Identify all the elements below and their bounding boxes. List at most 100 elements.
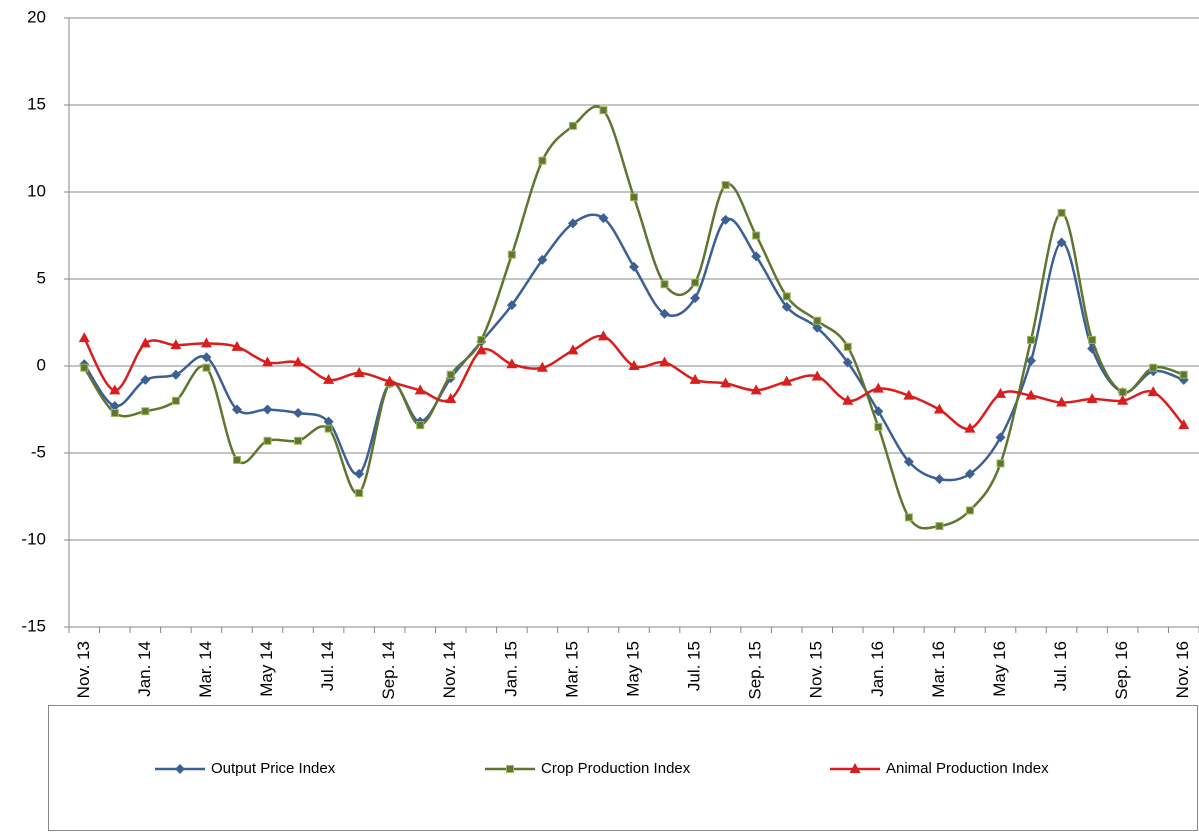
data-point <box>935 522 944 531</box>
data-point <box>995 432 1006 443</box>
legend-label: Animal Production Index <box>886 760 1049 777</box>
data-point <box>477 335 486 344</box>
data-point <box>109 384 121 395</box>
data-point <box>507 250 516 259</box>
data-point <box>567 218 578 229</box>
data-point <box>1056 396 1068 407</box>
data-point <box>843 342 852 351</box>
series-line <box>83 213 1185 482</box>
data-point <box>842 394 854 405</box>
data-point <box>1057 208 1066 217</box>
x-tick-label: Mar. 14 <box>196 641 215 698</box>
legend-box <box>48 705 1198 831</box>
data-point <box>659 356 671 367</box>
data-point <box>813 316 822 325</box>
data-point <box>751 251 762 262</box>
data-point <box>1027 335 1036 344</box>
data-point <box>690 293 701 304</box>
y-tick-label: 5 <box>37 268 46 287</box>
data-point <box>171 396 180 405</box>
data-point <box>1117 394 1129 405</box>
data-point <box>538 156 547 165</box>
data-point <box>231 404 242 415</box>
data-point <box>781 301 792 312</box>
data-point <box>536 361 548 372</box>
data-point <box>1088 335 1097 344</box>
data-point <box>80 363 89 372</box>
data-point <box>262 356 274 367</box>
x-tick-label: Sep. 16 <box>1112 641 1131 700</box>
data-point <box>903 456 914 467</box>
legend-item: Output Price Index <box>155 760 336 777</box>
x-tick-label: Jan. 15 <box>501 641 520 697</box>
data-point <box>842 357 853 368</box>
x-tick-label: Sep. 15 <box>746 641 765 700</box>
x-tick-label: Mar. 16 <box>929 641 948 698</box>
data-point <box>934 474 945 485</box>
data-point <box>598 213 609 224</box>
marker <box>849 763 861 773</box>
data-point <box>872 382 884 393</box>
x-tick-label: Nov. 13 <box>74 641 93 698</box>
data-point <box>416 421 425 430</box>
data-point <box>903 389 915 400</box>
data-point <box>629 261 639 272</box>
x-tick-label: Jan. 16 <box>868 641 887 697</box>
data-point <box>750 384 762 395</box>
data-point <box>1056 237 1067 248</box>
y-tick-label: 20 <box>27 7 46 26</box>
data-point <box>996 459 1005 468</box>
data-point <box>139 337 151 348</box>
x-tick-label: May 14 <box>257 641 276 697</box>
data-point <box>140 374 151 385</box>
data-point <box>232 455 241 464</box>
series-line <box>83 334 1185 431</box>
data-point <box>1086 393 1098 404</box>
data-point <box>628 360 640 370</box>
data-point <box>659 308 670 319</box>
x-tick-label: May 15 <box>623 641 642 697</box>
data-point <box>660 280 669 289</box>
data-point <box>475 344 487 355</box>
data-point <box>781 375 793 386</box>
legend-label: Crop Production Index <box>541 760 691 777</box>
data-point <box>597 330 609 341</box>
data-point <box>567 344 579 355</box>
data-point <box>1118 388 1127 397</box>
data-point <box>994 387 1006 398</box>
legend-item: Animal Production Index <box>830 760 1049 777</box>
x-tick-label: Nov. 14 <box>440 641 459 698</box>
x-tick-label: Sep. 14 <box>379 641 398 700</box>
data-point <box>721 181 730 190</box>
data-point <box>1178 419 1190 430</box>
x-tick-label: Mar. 15 <box>562 641 581 698</box>
data-point <box>323 373 335 384</box>
data-point <box>202 363 211 372</box>
data-point <box>691 278 700 287</box>
y-tick-label: 15 <box>27 94 46 113</box>
y-tick-label: -5 <box>31 442 46 461</box>
x-tick-label: May 16 <box>990 641 1009 697</box>
data-point <box>752 231 761 240</box>
y-tick-label: 10 <box>27 181 46 200</box>
data-point <box>263 436 272 445</box>
data-point <box>782 292 791 301</box>
data-point <box>354 468 365 479</box>
data-point <box>292 356 304 367</box>
y-tick-label: -15 <box>21 616 46 635</box>
data-point <box>933 403 945 414</box>
y-tick-label: 0 <box>37 355 46 374</box>
y-tick-label: -10 <box>21 529 46 548</box>
data-point <box>414 384 426 395</box>
data-point <box>965 506 974 515</box>
data-point <box>170 369 181 380</box>
marker <box>506 765 514 773</box>
data-point <box>568 121 577 130</box>
data-point <box>170 339 182 350</box>
data-point <box>446 370 455 379</box>
x-tick-label: Nov. 15 <box>807 641 826 698</box>
data-point <box>812 322 823 333</box>
data-point <box>630 193 638 202</box>
x-tick-label: Jul. 14 <box>318 641 337 691</box>
data-point <box>964 468 975 479</box>
